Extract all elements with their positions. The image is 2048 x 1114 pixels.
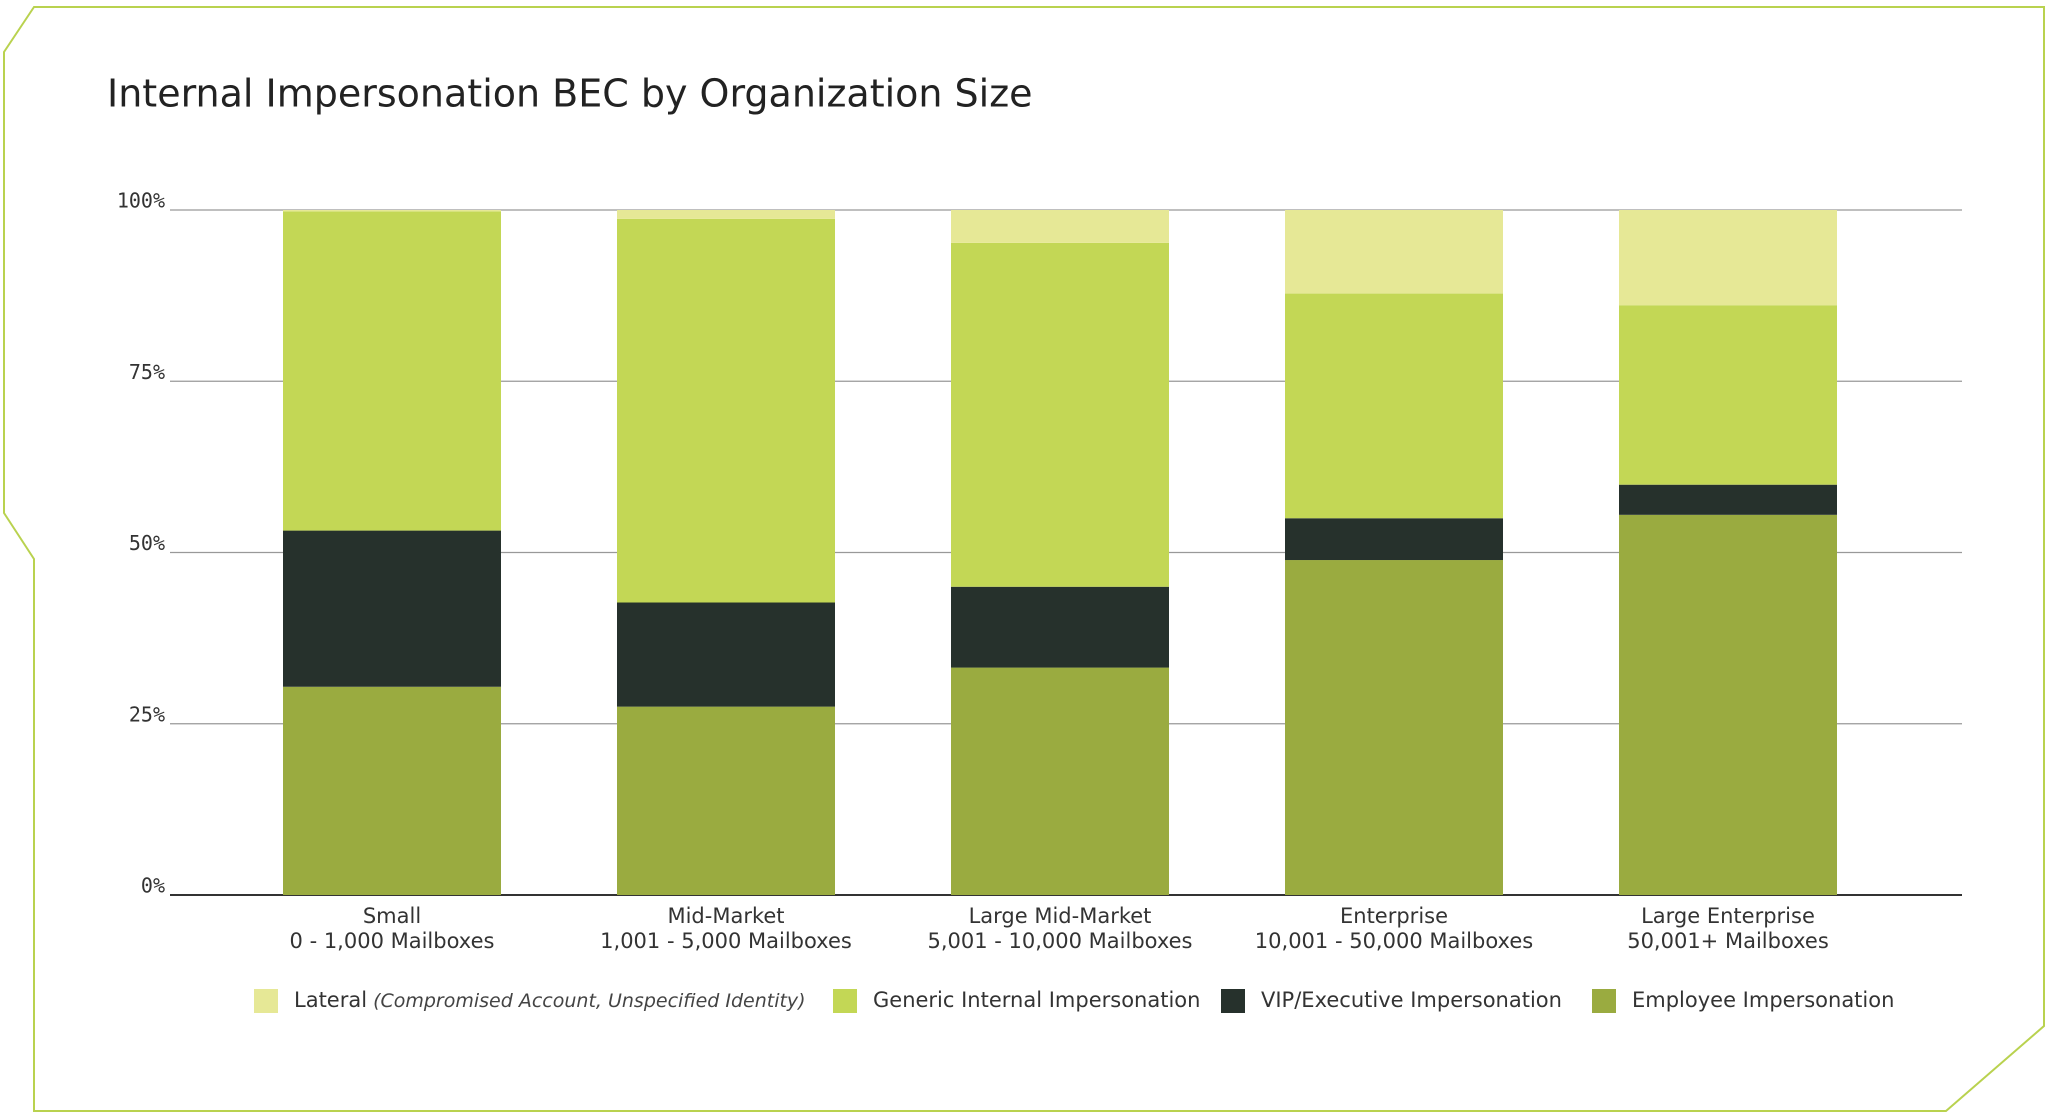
bar-segment: [1619, 514, 1837, 895]
y-tick-label: 100%: [117, 189, 165, 213]
legend-label: VIP/Executive Impersonation: [1261, 988, 1562, 1012]
x-tick-sublabel: 0 - 1,000 Mailboxes: [290, 929, 495, 953]
y-tick-label: 0%: [141, 874, 165, 898]
bar-segment: [1619, 305, 1837, 485]
x-tick-label: Large Mid-Market: [969, 904, 1152, 928]
bar-segment: [617, 706, 835, 895]
legend-name: Employee Impersonation: [1632, 988, 1894, 1012]
legend-note: (Compromised Account, Unspecified Identi…: [373, 990, 806, 1012]
x-tick-sublabel: 10,001 - 50,000 Mailboxes: [1255, 929, 1533, 953]
bar-segment: [617, 210, 835, 219]
bar-segment: [1619, 484, 1837, 515]
x-tick-label: Small: [363, 904, 421, 928]
x-tick-label: Large Enterprise: [1641, 904, 1815, 928]
y-tick-label: 25%: [129, 702, 165, 726]
bar-segment: [283, 686, 501, 895]
legend-name: Generic Internal Impersonation: [873, 988, 1200, 1012]
bar-segment: [617, 218, 835, 603]
legend-label: Lateral (Compromised Account, Unspecified…: [294, 988, 806, 1012]
bar-segment: [283, 211, 501, 531]
bar-segment: [951, 242, 1169, 587]
x-tick-label: Enterprise: [1340, 904, 1448, 928]
legend-swatch: [833, 989, 857, 1013]
legend-name: VIP/Executive Impersonation: [1261, 988, 1562, 1012]
bar-segment: [1285, 518, 1503, 561]
legend-label: Generic Internal Impersonation: [873, 988, 1200, 1012]
x-tick-sublabel: 50,001+ Mailboxes: [1627, 929, 1829, 953]
bar-segment: [1619, 210, 1837, 306]
bar-segment: [951, 586, 1169, 668]
bar-segment: [617, 602, 835, 707]
bar-segment: [283, 210, 501, 212]
bar-segment: [951, 667, 1169, 895]
legend-swatch: [1221, 989, 1245, 1013]
y-tick-label: 75%: [129, 360, 165, 384]
legend-label: Employee Impersonation: [1632, 988, 1894, 1012]
legend-swatch: [254, 989, 278, 1013]
bar-segment: [283, 530, 501, 687]
y-tick-label: 50%: [129, 531, 165, 555]
x-tick-sublabel: 1,001 - 5,000 Mailboxes: [600, 929, 852, 953]
bar-segment: [1285, 560, 1503, 895]
x-tick-sublabel: 5,001 - 10,000 Mailboxes: [927, 929, 1192, 953]
frame: [3, 6, 2045, 1112]
bar-segment: [1285, 210, 1503, 294]
legend-name: Lateral: [294, 988, 367, 1012]
x-tick-label: Mid-Market: [667, 904, 784, 928]
bar-segment: [951, 210, 1169, 243]
bar-segment: [1285, 293, 1503, 519]
chart-title: Internal Impersonation BEC by Organizati…: [107, 72, 1033, 116]
legend-swatch: [1592, 989, 1616, 1013]
